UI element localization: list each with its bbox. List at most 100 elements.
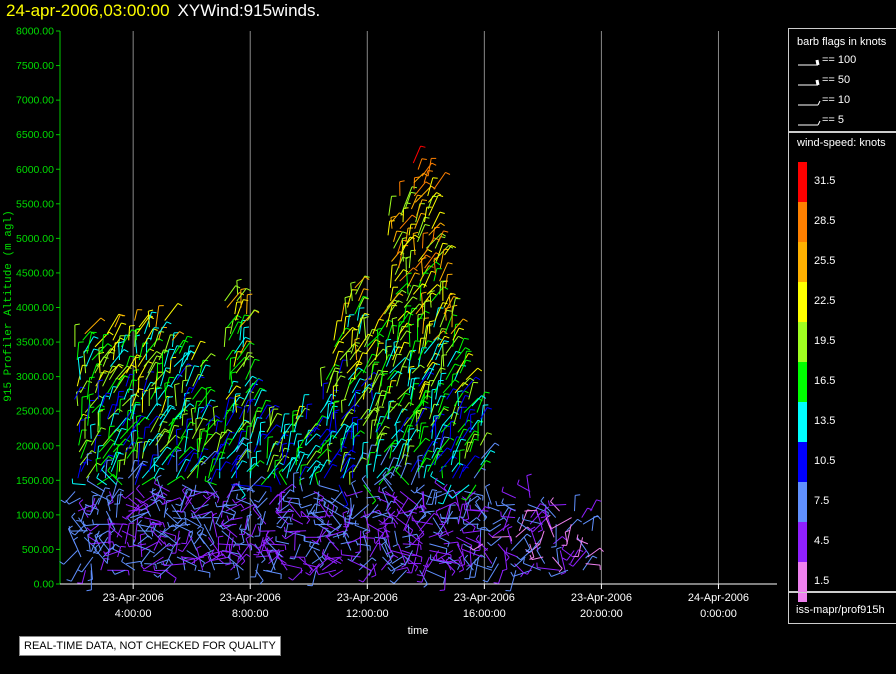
wind-barb	[254, 543, 266, 560]
wind-barb-flag	[338, 340, 345, 344]
wind-barb	[388, 300, 399, 315]
wind-barb	[179, 491, 189, 506]
wind-barb	[108, 386, 114, 400]
wind-barb	[305, 433, 317, 446]
wind-barb	[381, 544, 389, 558]
wind-barb-flag	[191, 504, 195, 510]
wind-barb-flag	[246, 287, 252, 292]
wind-barb-flag	[107, 518, 109, 524]
wind-barb-flag	[387, 566, 392, 572]
wind-barb-flag	[244, 419, 250, 423]
wind-barb	[318, 569, 337, 576]
wind-barb	[185, 365, 195, 387]
wind-barb	[106, 548, 110, 564]
wind-barb	[399, 214, 413, 230]
wind-barb-flag	[420, 364, 425, 369]
wind-barb-flag	[326, 428, 332, 432]
wind-barb	[151, 369, 167, 387]
wind-barb	[270, 550, 281, 572]
wind-barb-flag	[200, 428, 206, 430]
wind-barb-flag	[381, 533, 385, 539]
wind-barb-flag	[86, 439, 92, 443]
wind-barb	[173, 517, 186, 520]
wind-barb	[306, 427, 316, 440]
wind-barb-flag	[120, 545, 126, 548]
wind-barb	[377, 329, 379, 347]
wind-barb	[163, 500, 168, 518]
wind-barb	[585, 563, 601, 566]
wind-barb	[255, 563, 259, 577]
wind-barb-flag	[132, 539, 135, 545]
wind-barb	[167, 448, 176, 466]
wind-barb	[311, 570, 317, 586]
wind-barb	[386, 305, 393, 328]
wind-barb-flag	[246, 340, 252, 343]
wind-barb	[89, 497, 100, 516]
wind-barb	[453, 406, 460, 426]
wind-barb-flag	[92, 551, 98, 555]
wind-barb-flag	[455, 490, 461, 494]
wind-barb-flag	[131, 394, 137, 396]
wind-barb-flag	[431, 292, 437, 296]
wind-barb-flag	[232, 349, 238, 353]
wind-barb-flag	[119, 459, 125, 461]
wind-barb	[457, 504, 463, 525]
wind-barb	[417, 340, 429, 361]
wind-barb	[178, 352, 186, 374]
wind-barb-flag	[318, 480, 320, 486]
wind-barb	[298, 556, 313, 569]
wind-barb-flag	[257, 515, 262, 520]
wind-barb-flag	[406, 572, 412, 574]
wind-barb	[134, 464, 143, 485]
wind-barb	[423, 337, 438, 354]
wind-barb	[472, 543, 484, 551]
wind-barb	[329, 510, 342, 527]
wind-barb	[109, 530, 111, 553]
wind-barb	[407, 410, 417, 433]
wind-barb-flag	[288, 576, 293, 581]
wind-barb-flag	[164, 430, 170, 434]
wind-barb	[291, 518, 304, 525]
wind-barb	[126, 560, 141, 565]
wind-barb	[422, 318, 425, 334]
wind-barb	[391, 212, 400, 223]
wind-barb	[253, 484, 271, 488]
wind-barb-flag	[256, 450, 262, 453]
wind-barb	[97, 411, 100, 426]
wind-barb-flag	[225, 563, 231, 566]
wind-barb-flag	[346, 350, 352, 353]
wind-barb	[591, 516, 595, 531]
wind-barb	[110, 452, 120, 472]
wind-barb	[461, 377, 471, 387]
wind-barb-flag	[469, 377, 475, 382]
wind-barb	[402, 543, 421, 546]
wind-barb	[491, 523, 510, 538]
wind-barb-flag	[174, 535, 177, 541]
wind-barb-flag	[307, 403, 313, 405]
wind-barb	[216, 432, 223, 453]
wind-barb-flag	[123, 349, 129, 353]
wind-barb-flag	[351, 480, 357, 484]
wind-barb	[456, 353, 469, 374]
wind-barb	[86, 462, 98, 479]
wind-barb	[114, 569, 126, 575]
wind-barb-flag	[495, 500, 498, 506]
wind-barb	[549, 504, 567, 506]
wind-barb	[149, 522, 164, 525]
wind-barb	[144, 517, 161, 523]
wind-barb	[387, 220, 391, 236]
wind-barb	[153, 543, 170, 558]
wind-barb	[168, 408, 184, 427]
wind-barb-flag	[446, 309, 452, 312]
wind-barb	[370, 383, 373, 400]
wind-barb	[277, 433, 284, 446]
wind-barb-flag	[275, 441, 281, 444]
wind-barb-flag	[396, 353, 402, 356]
wind-barb	[566, 518, 578, 532]
wind-barb-flag	[316, 433, 321, 437]
wind-barb-flag	[416, 574, 422, 577]
wind-barb-flag	[441, 328, 447, 330]
wind-barb-flag	[364, 312, 370, 316]
wind-barb	[240, 530, 245, 543]
legend-panel: barb flags in knots == 100 == 50 == 10 == 5…	[788, 28, 896, 628]
